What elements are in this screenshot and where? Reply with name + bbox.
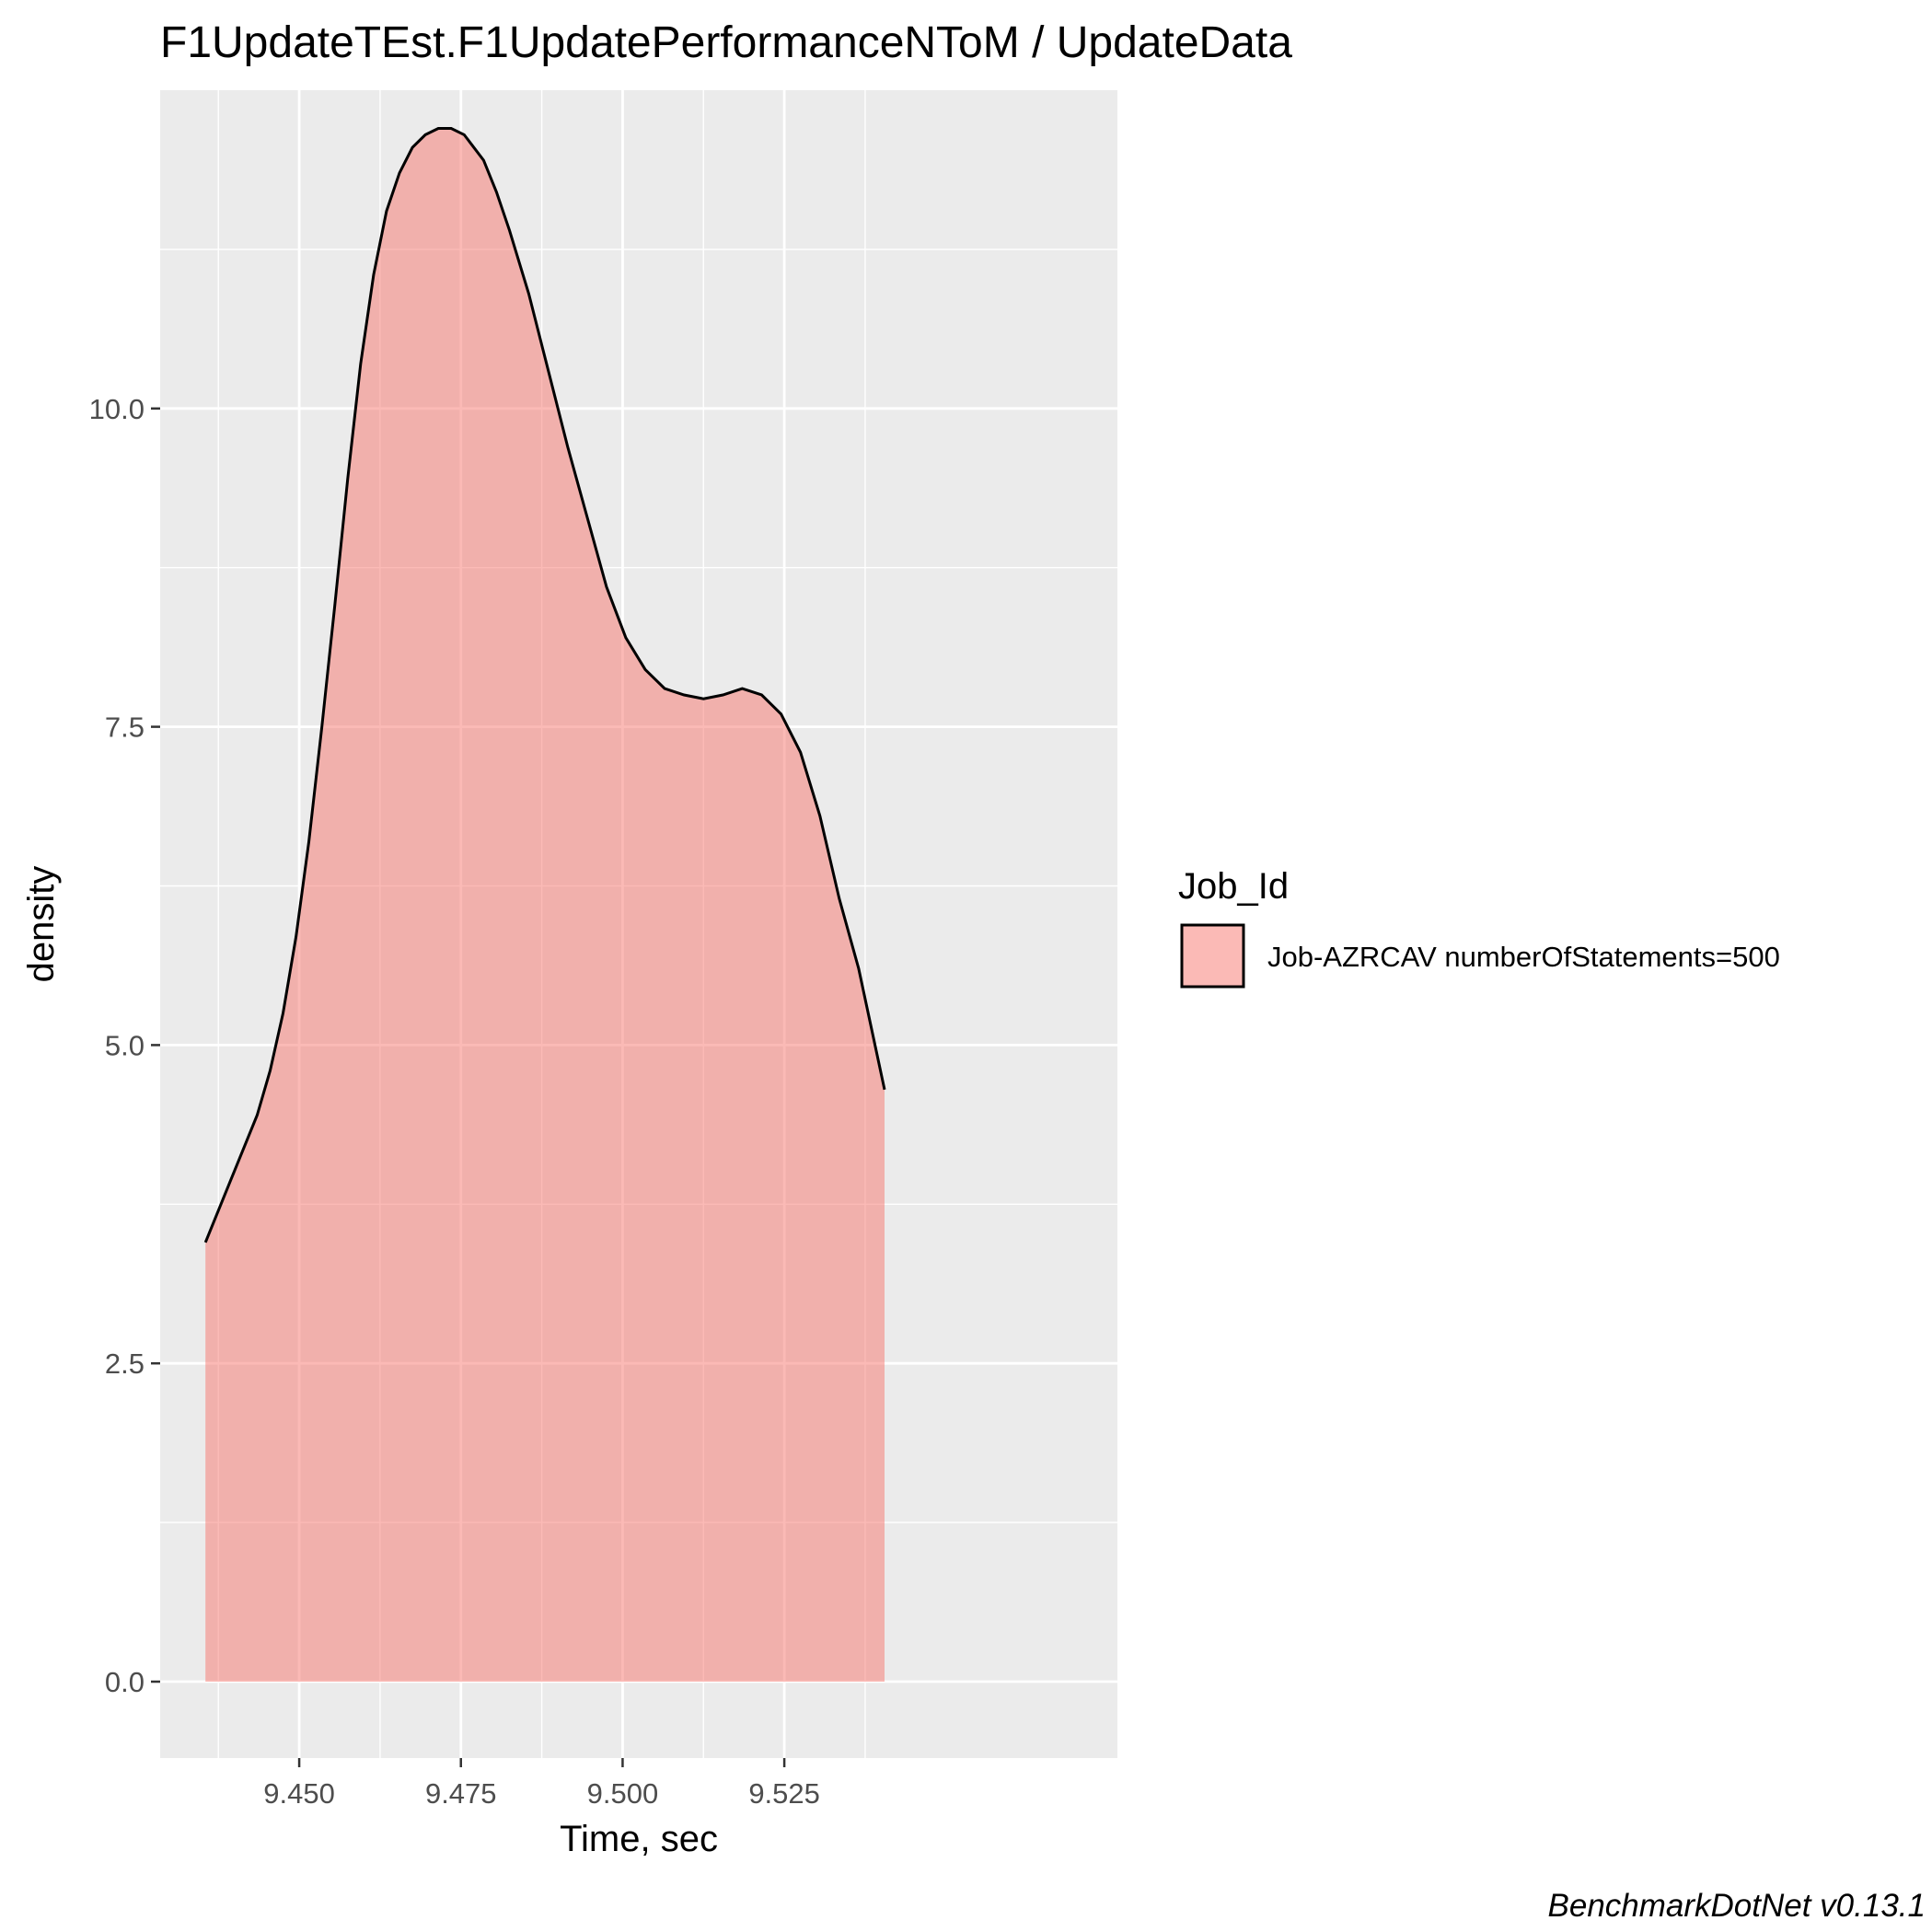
- legend-entry-label: Job-AZRCAV numberOfStatements=500: [1267, 941, 1780, 973]
- density-area: [205, 128, 885, 1682]
- legend-title: Job_Id: [1178, 866, 1289, 907]
- x-tick-label: 9.475: [425, 1777, 497, 1810]
- chart-title: F1UpdateTEst.F1UpdatePerformanceNToM / U…: [160, 18, 1292, 67]
- y-tick-label: 7.5: [105, 711, 145, 744]
- x-tick-label: 9.450: [263, 1777, 335, 1810]
- x-axis-title: Time, sec: [560, 1819, 718, 1859]
- y-tick-label: 0.0: [105, 1666, 145, 1698]
- y-tick-label: 5.0: [105, 1029, 145, 1061]
- legend-key: [1180, 923, 1245, 989]
- x-tick-label: 9.525: [748, 1777, 820, 1810]
- y-tick-label: 10.0: [89, 393, 145, 425]
- y-tick-label: 2.5: [105, 1348, 145, 1380]
- axes: 9.450 9.475 9.500 9.525 0.0 2.5 5.0 7.5 10.0: [89, 393, 820, 1810]
- x-tick-label: 9.500: [587, 1777, 659, 1810]
- caption: BenchmarkDotNet v0.13.1: [1548, 1888, 1926, 1924]
- legend: Job_Id Job-AZRCAV numberOfStatements=500: [1178, 866, 1780, 989]
- density-outline: [203, 127, 886, 1244]
- data-layer: [203, 127, 886, 1682]
- y-axis-title: density: [21, 866, 62, 983]
